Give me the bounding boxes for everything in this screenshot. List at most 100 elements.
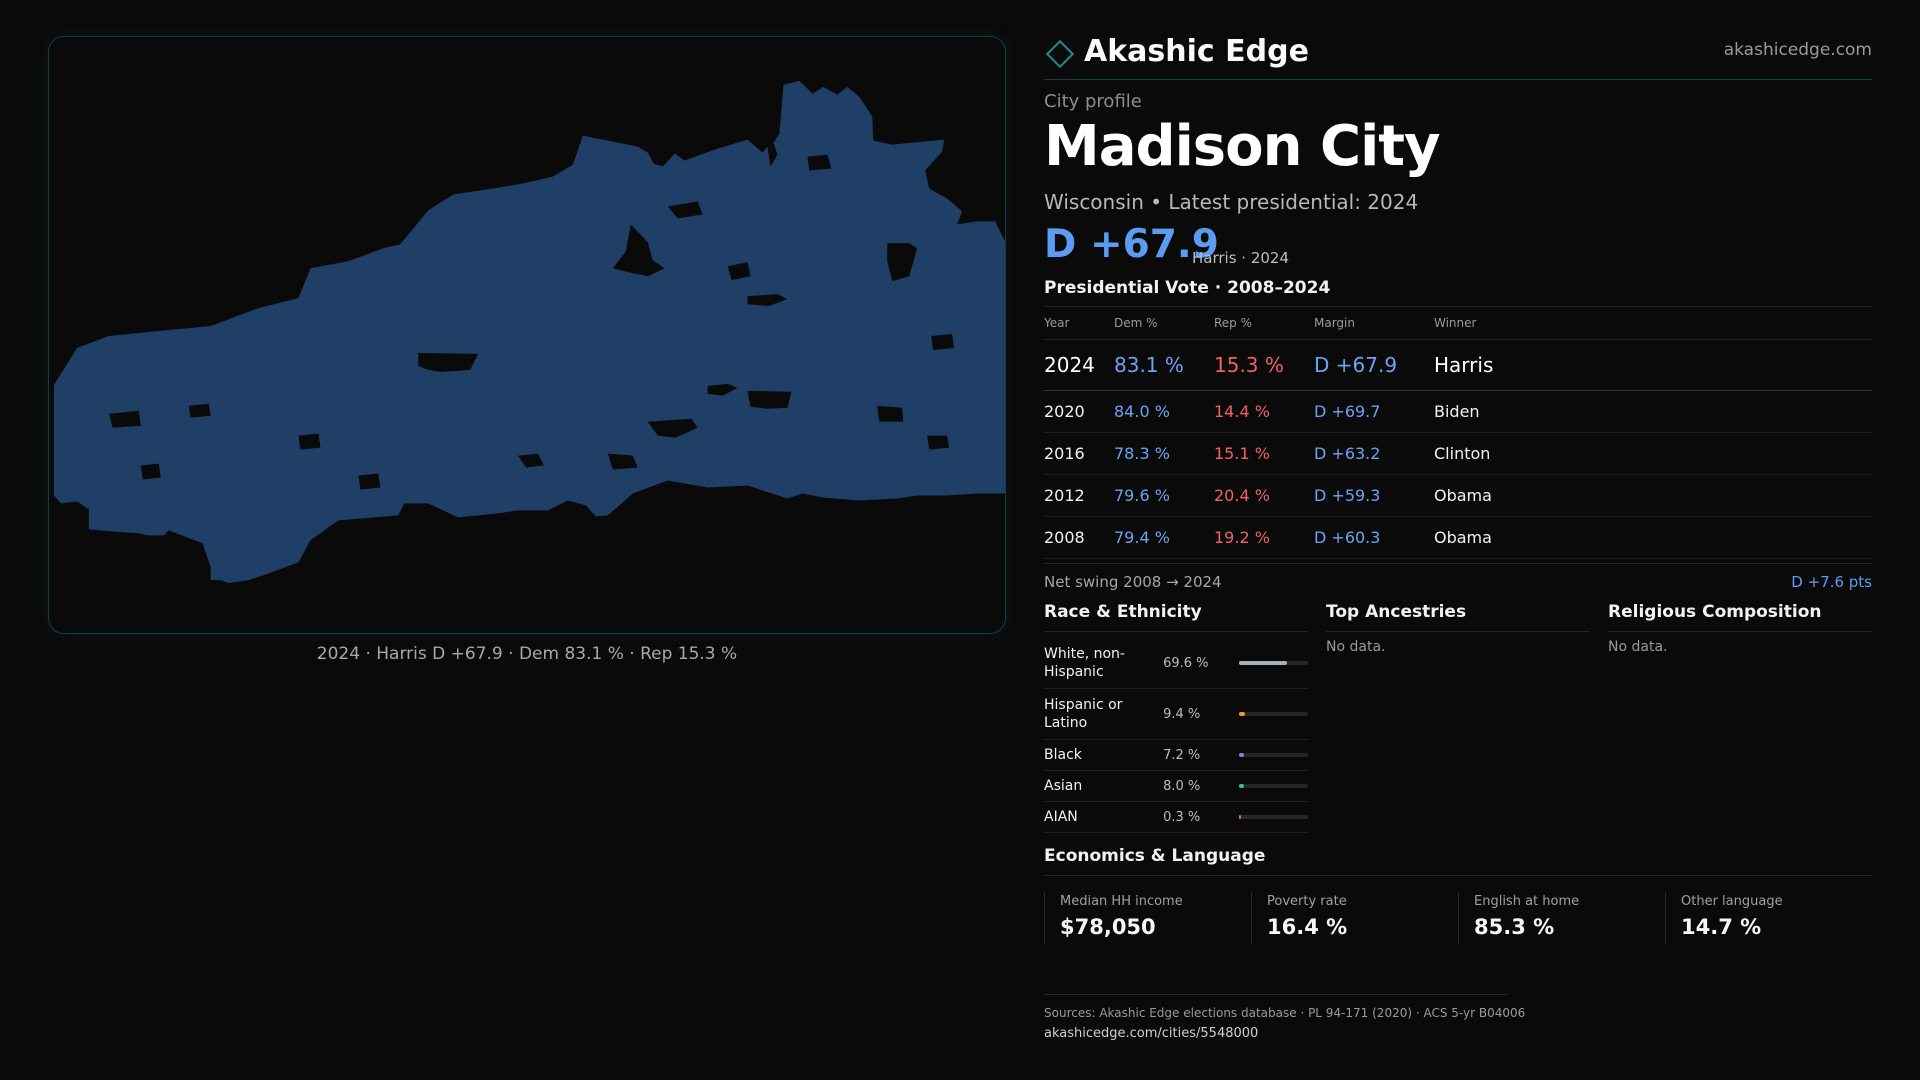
footer-sources: Sources: Akashic Edge elections database…	[1044, 1006, 1526, 1020]
vote-rep: 20.4 %	[1214, 486, 1270, 505]
econ-label: English at home	[1474, 894, 1580, 909]
city-map-panel[interactable]	[48, 36, 1006, 634]
econ-value: $78,050	[1060, 915, 1156, 939]
vote-rep: 19.2 %	[1214, 528, 1270, 547]
vote-dem: 83.1 %	[1114, 353, 1184, 377]
race-bar-fill	[1238, 753, 1244, 757]
race-label: Asian	[1044, 778, 1083, 794]
swing-divider	[1044, 563, 1872, 564]
vote-dem: 79.6 %	[1114, 486, 1170, 505]
race-bar	[1238, 661, 1308, 665]
econ-poverty-rate: Poverty rate 16.4 %	[1251, 892, 1458, 944]
race-row: Hispanic or Latino 9.4 %	[1044, 689, 1308, 740]
page-subtitle: Wisconsin • Latest presidential: 2024	[1044, 190, 1419, 214]
vote-dem: 79.4 %	[1114, 528, 1170, 547]
vote-dem: 84.0 %	[1114, 402, 1170, 421]
race-row: Black 7.2 %	[1044, 740, 1308, 771]
vote-margin: D +69.7	[1314, 402, 1381, 421]
vote-year: 2020	[1044, 402, 1085, 421]
race-bar-fill	[1238, 712, 1246, 716]
vote-rep: 15.1 %	[1214, 444, 1270, 463]
econ-value: 85.3 %	[1474, 915, 1555, 939]
race-label: Black	[1044, 747, 1082, 763]
race-value: 9.4 %	[1163, 706, 1201, 722]
race-label: White, non-Hispanic	[1044, 646, 1125, 680]
vote-winner: Obama	[1434, 528, 1492, 547]
city-boundary-shape	[53, 80, 1005, 584]
vote-table-header: Year Dem % Rep % Margin Winner	[1044, 307, 1872, 340]
ancestries-heading: Top Ancestries	[1326, 602, 1590, 632]
race-bar	[1238, 753, 1308, 757]
header-divider	[1044, 79, 1872, 80]
economics-grid: Median HH income $78,050 Poverty rate 16…	[1044, 892, 1872, 944]
col-year: Year	[1044, 316, 1070, 330]
vote-dem: 78.3 %	[1114, 444, 1170, 463]
race-value: 7.2 %	[1163, 747, 1201, 763]
race-bar	[1238, 784, 1308, 788]
vote-margin: D +59.3	[1314, 486, 1381, 505]
vote-row-2008: 2008 79.4 % 19.2 % D +60.3 Obama	[1044, 517, 1872, 559]
vote-table: Year Dem % Rep % Margin Winner 2024 83.1…	[1044, 306, 1872, 559]
headline-note: Harris · 2024	[1192, 249, 1290, 267]
map-caption: 2024 · Harris D +67.9 · Dem 83.1 % · Rep…	[316, 644, 738, 664]
race-bar-fill	[1238, 815, 1241, 819]
site-link[interactable]: akashicedge.com	[1723, 40, 1872, 60]
econ-label: Other language	[1681, 894, 1783, 909]
race-bar	[1238, 815, 1308, 819]
footer-divider	[1044, 994, 1507, 995]
vote-margin: D +63.2	[1314, 444, 1381, 463]
race-bar-fill	[1238, 661, 1287, 665]
brand[interactable]: Akashic Edge	[1044, 32, 1309, 70]
brand-name: Akashic Edge	[1084, 33, 1309, 69]
race-bar	[1238, 712, 1308, 716]
vote-heading: Presidential Vote · 2008–2024	[1044, 278, 1331, 298]
vote-row-2016: 2016 78.3 % 15.1 % D +63.2 Clinton	[1044, 433, 1872, 475]
vote-winner: Clinton	[1434, 444, 1491, 463]
vote-year: 2024	[1044, 353, 1095, 377]
econ-label: Median HH income	[1060, 894, 1183, 909]
vote-year: 2016	[1044, 444, 1085, 463]
economics-divider	[1044, 875, 1872, 876]
economics-heading: Economics & Language	[1044, 846, 1266, 866]
col-rep: Rep %	[1214, 316, 1253, 330]
race-value: 0.3 %	[1163, 809, 1201, 825]
swing-value: D +7.6 pts	[1791, 573, 1872, 591]
col-winner: Winner	[1434, 316, 1477, 330]
race-heading: Race & Ethnicity	[1044, 602, 1308, 632]
race-value: 69.6 %	[1163, 655, 1209, 671]
race-bar-fill	[1238, 784, 1245, 788]
page-title: Madison City	[1044, 114, 1441, 179]
vote-margin: D +67.9	[1314, 353, 1398, 377]
vote-rep: 14.4 %	[1214, 402, 1270, 421]
vote-year: 2012	[1044, 486, 1085, 505]
econ-english-at-home: English at home 85.3 %	[1458, 892, 1665, 944]
vote-margin: D +60.3	[1314, 528, 1381, 547]
race-row: AIAN 0.3 %	[1044, 802, 1308, 833]
vote-winner: Harris	[1434, 353, 1494, 377]
race-label: Hispanic or Latino	[1044, 697, 1123, 731]
vote-row-2024: 2024 83.1 % 15.3 % D +67.9 Harris	[1044, 340, 1872, 391]
religion-heading: Religious Composition	[1608, 602, 1872, 632]
econ-value: 14.7 %	[1681, 915, 1762, 939]
col-dem: Dem %	[1114, 316, 1158, 330]
econ-median-income: Median HH income $78,050	[1044, 892, 1251, 944]
diamond-logo-icon	[1045, 39, 1075, 69]
econ-other-language: Other language 14.7 %	[1665, 892, 1872, 944]
race-row: Asian 8.0 %	[1044, 771, 1308, 802]
race-row: White, non-Hispanic 69.6 %	[1044, 638, 1308, 689]
ancestries-empty: No data.	[1326, 639, 1386, 655]
religion-empty: No data.	[1608, 639, 1668, 655]
page-kicker: City profile	[1044, 91, 1142, 112]
vote-row-2012: 2012 79.6 % 20.4 % D +59.3 Obama	[1044, 475, 1872, 517]
footer-url[interactable]: akashicedge.com/cities/5548000	[1044, 1026, 1259, 1041]
col-margin: Margin	[1314, 316, 1355, 330]
vote-rep: 15.3 %	[1214, 353, 1284, 377]
city-boundary-map[interactable]	[49, 37, 1005, 633]
econ-value: 16.4 %	[1267, 915, 1348, 939]
headline-margin: D +67.9	[1044, 222, 1219, 267]
econ-label: Poverty rate	[1267, 894, 1347, 909]
vote-winner: Biden	[1434, 402, 1480, 421]
vote-row-2020: 2020 84.0 % 14.4 % D +69.7 Biden	[1044, 391, 1872, 433]
race-table: White, non-Hispanic 69.6 % Hispanic or L…	[1044, 638, 1308, 833]
race-value: 8.0 %	[1163, 778, 1201, 794]
